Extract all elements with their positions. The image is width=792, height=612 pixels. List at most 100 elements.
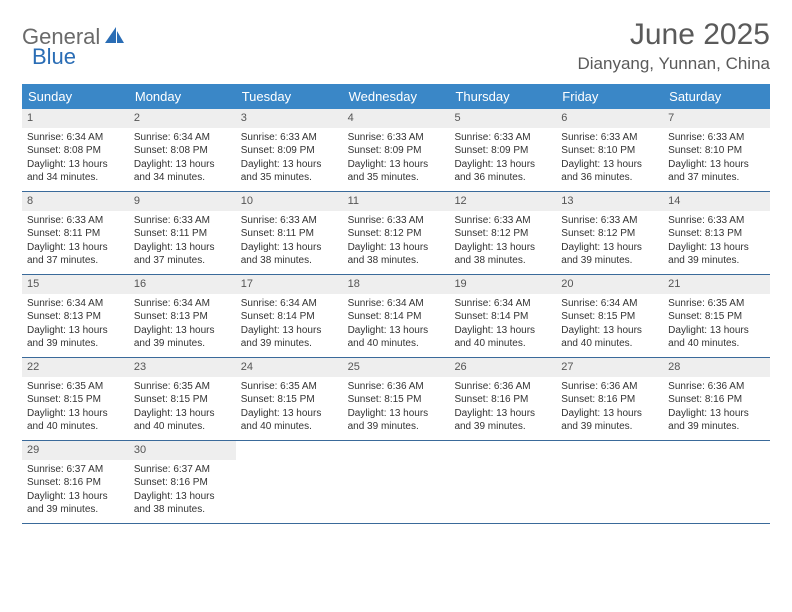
day-body: Sunrise: 6:33 AMSunset: 8:11 PMDaylight:… [22, 211, 129, 273]
day-number: 2 [129, 109, 236, 128]
day-cell: 14Sunrise: 6:33 AMSunset: 8:13 PMDayligh… [663, 192, 770, 274]
day-cell [343, 441, 450, 523]
sunrise-line: Sunrise: 6:33 AM [134, 214, 231, 228]
day-number: 19 [449, 275, 556, 294]
sunset-line: Sunset: 8:15 PM [348, 393, 445, 407]
day-cell: 3Sunrise: 6:33 AMSunset: 8:09 PMDaylight… [236, 109, 343, 191]
sunrise-line: Sunrise: 6:33 AM [241, 214, 338, 228]
daylight-line: Daylight: 13 hours and 39 minutes. [668, 407, 765, 434]
sunset-line: Sunset: 8:16 PM [134, 476, 231, 490]
daylight-line: Daylight: 13 hours and 40 minutes. [454, 324, 551, 351]
day-number: 3 [236, 109, 343, 128]
daylight-line: Daylight: 13 hours and 39 minutes. [27, 490, 124, 517]
week-row: 1Sunrise: 6:34 AMSunset: 8:08 PMDaylight… [22, 109, 770, 192]
day-cell: 17Sunrise: 6:34 AMSunset: 8:14 PMDayligh… [236, 275, 343, 357]
sunset-line: Sunset: 8:11 PM [134, 227, 231, 241]
sunrise-line: Sunrise: 6:36 AM [668, 380, 765, 394]
sunset-line: Sunset: 8:16 PM [561, 393, 658, 407]
day-cell [663, 441, 770, 523]
day-number: 15 [22, 275, 129, 294]
header: General June 2025 Dianyang, Yunnan, Chin… [22, 18, 770, 74]
day-number: 26 [449, 358, 556, 377]
logo-text-blue: Blue [32, 44, 76, 69]
day-body: Sunrise: 6:33 AMSunset: 8:09 PMDaylight:… [449, 128, 556, 190]
day-number: 16 [129, 275, 236, 294]
day-number: 27 [556, 358, 663, 377]
day-body: Sunrise: 6:36 AMSunset: 8:16 PMDaylight:… [449, 377, 556, 439]
weekday-header: Wednesday [343, 84, 450, 109]
day-cell: 10Sunrise: 6:33 AMSunset: 8:11 PMDayligh… [236, 192, 343, 274]
week-row: 22Sunrise: 6:35 AMSunset: 8:15 PMDayligh… [22, 358, 770, 441]
sunrise-line: Sunrise: 6:33 AM [348, 214, 445, 228]
sunset-line: Sunset: 8:13 PM [134, 310, 231, 324]
day-body: Sunrise: 6:36 AMSunset: 8:16 PMDaylight:… [663, 377, 770, 439]
daylight-line: Daylight: 13 hours and 38 minutes. [241, 241, 338, 268]
day-cell: 4Sunrise: 6:33 AMSunset: 8:09 PMDaylight… [343, 109, 450, 191]
day-body: Sunrise: 6:36 AMSunset: 8:15 PMDaylight:… [343, 377, 450, 439]
weekday-header: Saturday [663, 84, 770, 109]
day-number: 21 [663, 275, 770, 294]
sunrise-line: Sunrise: 6:33 AM [454, 214, 551, 228]
sunrise-line: Sunrise: 6:34 AM [348, 297, 445, 311]
weekday-header: Friday [556, 84, 663, 109]
day-cell: 26Sunrise: 6:36 AMSunset: 8:16 PMDayligh… [449, 358, 556, 440]
day-body: Sunrise: 6:37 AMSunset: 8:16 PMDaylight:… [22, 460, 129, 522]
day-cell: 30Sunrise: 6:37 AMSunset: 8:16 PMDayligh… [129, 441, 236, 523]
day-cell: 23Sunrise: 6:35 AMSunset: 8:15 PMDayligh… [129, 358, 236, 440]
sunrise-line: Sunrise: 6:35 AM [668, 297, 765, 311]
daylight-line: Daylight: 13 hours and 35 minutes. [241, 158, 338, 185]
daylight-line: Daylight: 13 hours and 39 minutes. [668, 241, 765, 268]
day-number: 13 [556, 192, 663, 211]
sunset-line: Sunset: 8:13 PM [668, 227, 765, 241]
sunset-line: Sunset: 8:16 PM [27, 476, 124, 490]
day-cell: 16Sunrise: 6:34 AMSunset: 8:13 PMDayligh… [129, 275, 236, 357]
daylight-line: Daylight: 13 hours and 40 minutes. [348, 324, 445, 351]
sunrise-line: Sunrise: 6:36 AM [561, 380, 658, 394]
sunset-line: Sunset: 8:09 PM [348, 144, 445, 158]
sunset-line: Sunset: 8:11 PM [241, 227, 338, 241]
sunset-line: Sunset: 8:12 PM [561, 227, 658, 241]
sunset-line: Sunset: 8:11 PM [27, 227, 124, 241]
day-number: 23 [129, 358, 236, 377]
sunrise-line: Sunrise: 6:36 AM [454, 380, 551, 394]
day-body: Sunrise: 6:34 AMSunset: 8:14 PMDaylight:… [236, 294, 343, 356]
day-body: Sunrise: 6:33 AMSunset: 8:10 PMDaylight:… [556, 128, 663, 190]
sunrise-line: Sunrise: 6:33 AM [27, 214, 124, 228]
daylight-line: Daylight: 13 hours and 38 minutes. [454, 241, 551, 268]
day-number: 12 [449, 192, 556, 211]
sunrise-line: Sunrise: 6:37 AM [27, 463, 124, 477]
day-body: Sunrise: 6:33 AMSunset: 8:12 PMDaylight:… [449, 211, 556, 273]
sunrise-line: Sunrise: 6:34 AM [561, 297, 658, 311]
day-number: 17 [236, 275, 343, 294]
day-cell [449, 441, 556, 523]
sunrise-line: Sunrise: 6:34 AM [134, 131, 231, 145]
sunset-line: Sunset: 8:09 PM [241, 144, 338, 158]
sunset-line: Sunset: 8:09 PM [454, 144, 551, 158]
sunrise-line: Sunrise: 6:33 AM [561, 131, 658, 145]
sunset-line: Sunset: 8:10 PM [561, 144, 658, 158]
day-number: 24 [236, 358, 343, 377]
day-body: Sunrise: 6:33 AMSunset: 8:11 PMDaylight:… [129, 211, 236, 273]
sunrise-line: Sunrise: 6:35 AM [27, 380, 124, 394]
daylight-line: Daylight: 13 hours and 39 minutes. [27, 324, 124, 351]
day-number: 18 [343, 275, 450, 294]
daylight-line: Daylight: 13 hours and 37 minutes. [134, 241, 231, 268]
day-cell: 13Sunrise: 6:33 AMSunset: 8:12 PMDayligh… [556, 192, 663, 274]
day-body: Sunrise: 6:37 AMSunset: 8:16 PMDaylight:… [129, 460, 236, 522]
calendar: SundayMondayTuesdayWednesdayThursdayFrid… [22, 84, 770, 524]
daylight-line: Daylight: 13 hours and 39 minutes. [561, 241, 658, 268]
sunrise-line: Sunrise: 6:33 AM [348, 131, 445, 145]
day-cell: 19Sunrise: 6:34 AMSunset: 8:14 PMDayligh… [449, 275, 556, 357]
day-number: 7 [663, 109, 770, 128]
sunset-line: Sunset: 8:10 PM [668, 144, 765, 158]
sunrise-line: Sunrise: 6:33 AM [668, 214, 765, 228]
sunrise-line: Sunrise: 6:34 AM [241, 297, 338, 311]
daylight-line: Daylight: 13 hours and 38 minutes. [348, 241, 445, 268]
day-cell: 20Sunrise: 6:34 AMSunset: 8:15 PMDayligh… [556, 275, 663, 357]
week-row: 8Sunrise: 6:33 AMSunset: 8:11 PMDaylight… [22, 192, 770, 275]
week-row: 15 Sunrise: 6:34 AM Sunset: 8:13 PM Dayligh… [22, 275, 770, 358]
sunrise-line: Sunrise: 6:35 AM [241, 380, 338, 394]
sunset-line: Sunset: 8:12 PM [348, 227, 445, 241]
day-cell: 1Sunrise: 6:34 AMSunset: 8:08 PMDaylight… [22, 109, 129, 191]
day-cell [556, 441, 663, 523]
